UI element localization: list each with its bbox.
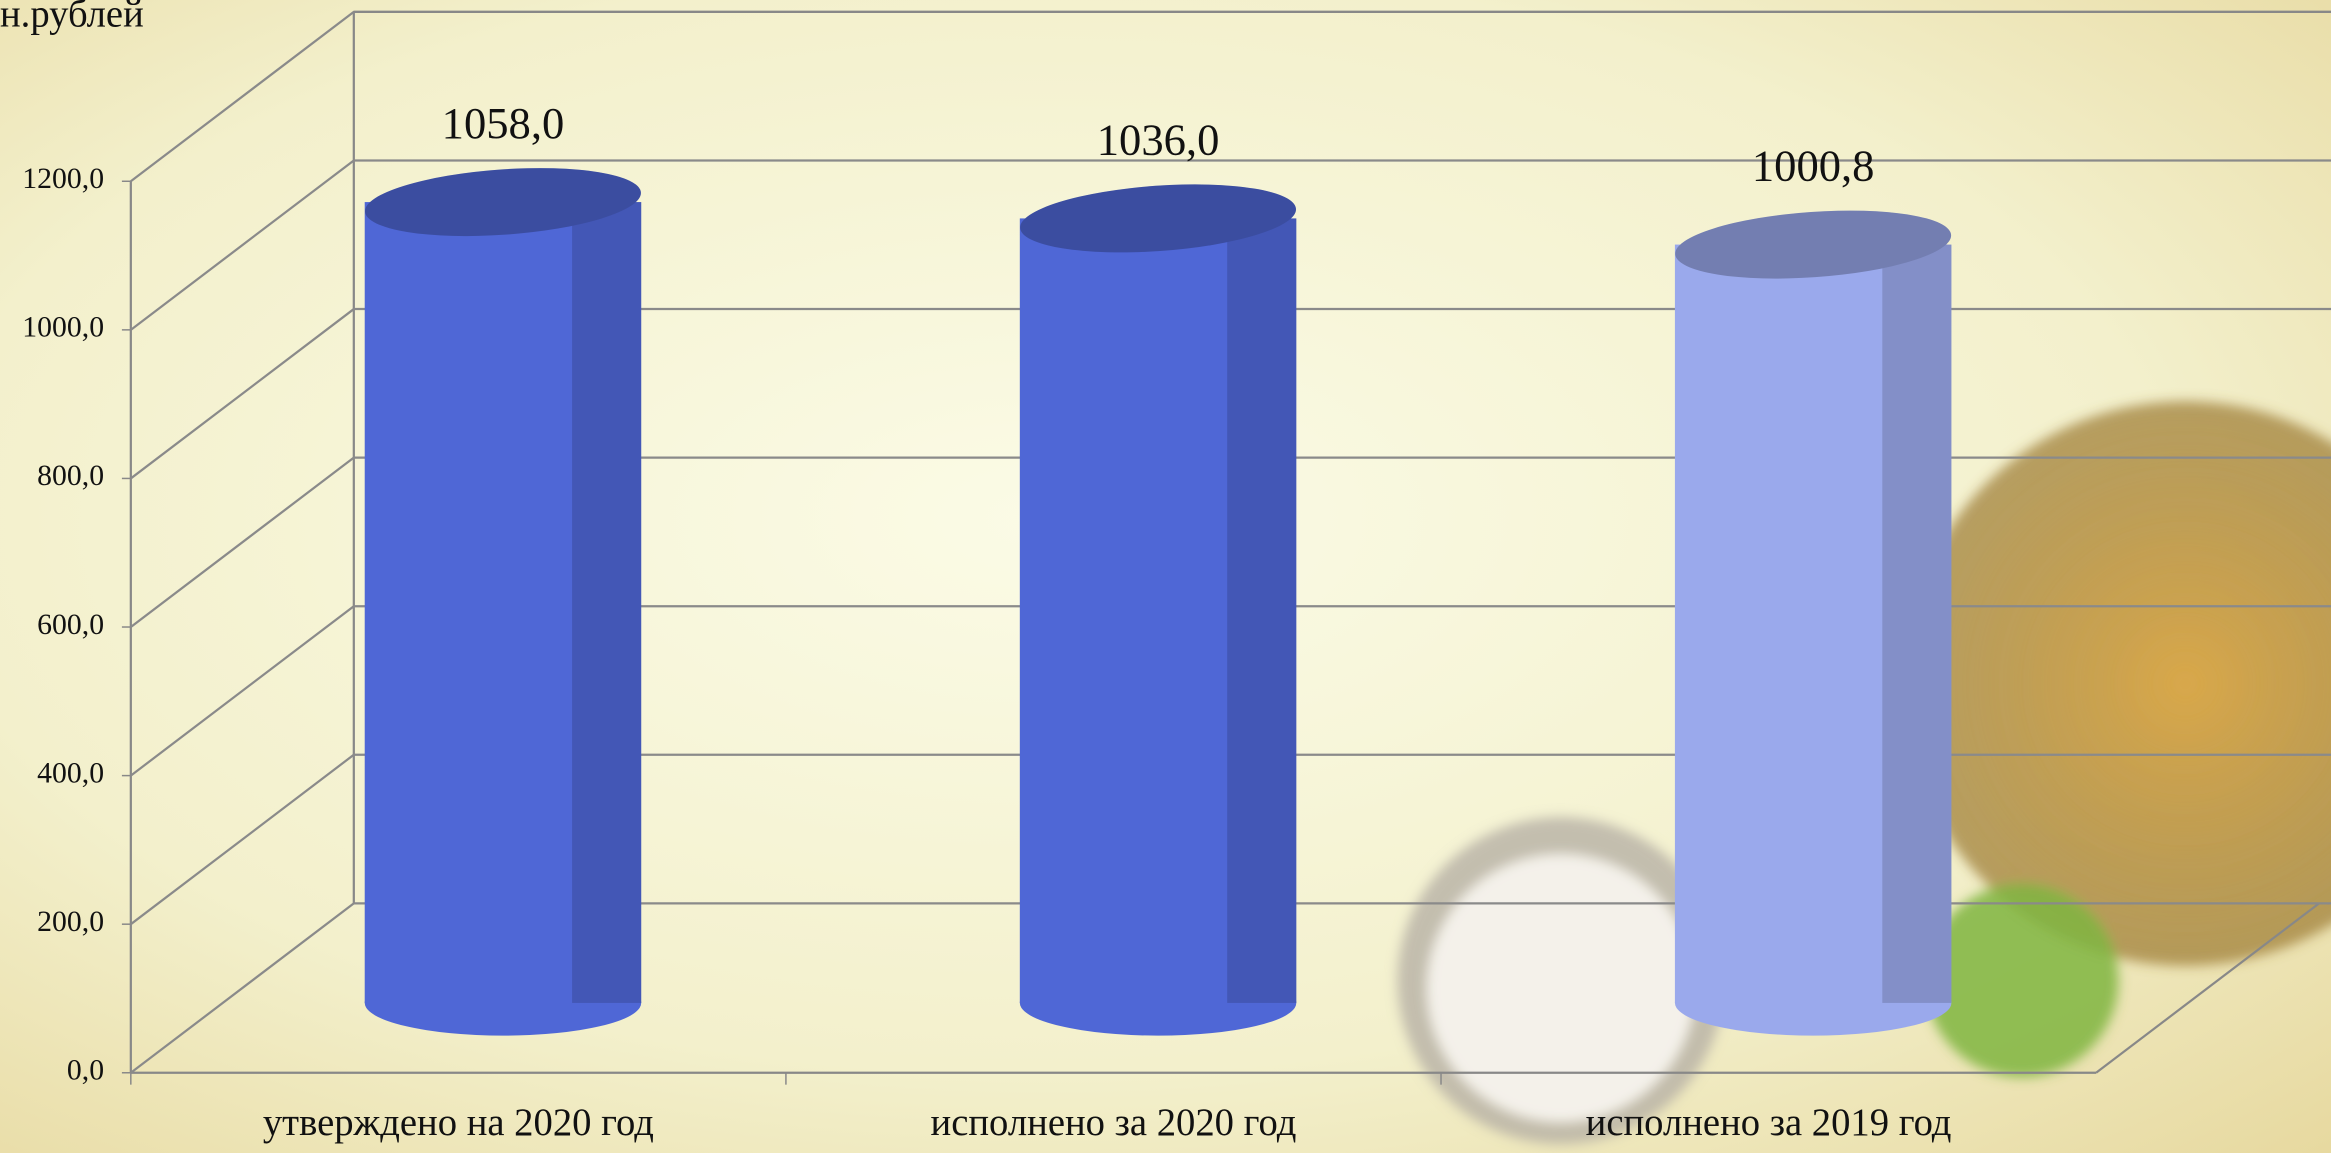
y-tick-label: 1000,0 bbox=[22, 312, 104, 344]
bar-top-shade bbox=[365, 168, 641, 237]
grid-line bbox=[130, 902, 2331, 1074]
bar-top bbox=[1675, 210, 1952, 279]
value-label: 1058,0 bbox=[442, 98, 565, 148]
bar-shade bbox=[1227, 218, 1297, 1003]
x-tick-label: исполнено за 2019 год bbox=[1586, 1102, 1952, 1144]
bar-shade bbox=[1882, 244, 1952, 1003]
y-tick-label: 800,0 bbox=[37, 460, 104, 492]
clock-face bbox=[1427, 854, 1695, 1122]
value-label: 1000,8 bbox=[1752, 141, 1875, 191]
grid-line bbox=[130, 159, 2331, 331]
grid-line bbox=[130, 753, 2331, 926]
grid-line bbox=[130, 456, 2331, 628]
globe bbox=[1902, 401, 2331, 966]
y-tick-label: 600,0 bbox=[37, 609, 104, 641]
apple bbox=[1925, 884, 2119, 1078]
bar bbox=[1674, 244, 1952, 1003]
bar-top-shade bbox=[1020, 184, 1297, 253]
bar bbox=[364, 202, 642, 1003]
y-axis-label: н.рублей bbox=[0, 0, 144, 36]
y-tick-label: 200,0 bbox=[37, 906, 104, 938]
bar-shade bbox=[572, 202, 642, 1003]
x-tick-label: утверждено на 2020 год bbox=[263, 1102, 654, 1144]
grid-line bbox=[130, 307, 2331, 480]
bar-top bbox=[365, 168, 641, 237]
bar-top bbox=[1020, 184, 1297, 253]
value-label: 1036,0 bbox=[1097, 114, 1220, 164]
y-tick-label: 0,0 bbox=[67, 1055, 104, 1087]
grid-line bbox=[130, 605, 2331, 777]
y-tick-label: 1200,0 bbox=[22, 163, 104, 195]
floor-right bbox=[2095, 902, 2320, 1074]
bar-top-shade bbox=[1675, 210, 1952, 279]
bar bbox=[1019, 218, 1297, 1003]
decor bbox=[1397, 401, 2331, 1145]
y-tick-label: 400,0 bbox=[37, 757, 104, 789]
x-tick-label: исполнено за 2020 год bbox=[931, 1102, 1297, 1144]
